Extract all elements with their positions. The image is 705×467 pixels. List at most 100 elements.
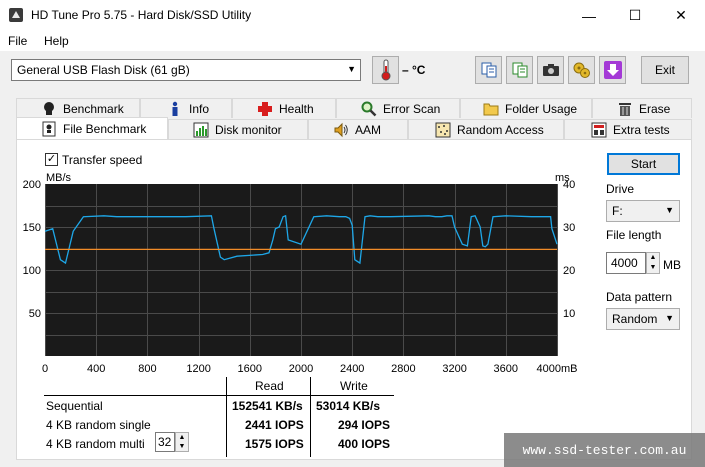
drive-select-value: General USB Flash Disk (61 gB): [17, 63, 190, 77]
data-pattern-label: Data pattern: [606, 290, 673, 304]
maximize-button[interactable]: ☐: [612, 0, 658, 31]
drive-select[interactable]: General USB Flash Disk (61 gB) ▼: [11, 59, 361, 81]
extra-tests-icon: [591, 122, 607, 138]
tab-extra-tests[interactable]: Extra tests: [564, 119, 692, 139]
col-write-header: Write: [340, 379, 368, 393]
trash-icon: [617, 101, 633, 117]
transfer-speed-label: Transfer speed: [62, 153, 143, 167]
row-sequential-write: 53014 KB/s: [316, 399, 381, 413]
tab-label: Extra tests: [613, 122, 670, 137]
file-length-label: File length: [606, 228, 662, 242]
tab-label: Erase: [639, 101, 671, 116]
close-icon: ✕: [675, 7, 687, 23]
tab-label: Error Scan: [383, 101, 441, 116]
exit-button[interactable]: Exit: [641, 56, 689, 84]
menu-help[interactable]: Help: [44, 34, 69, 48]
tab-folder-usage[interactable]: Folder Usage: [460, 98, 592, 118]
download-arrow-icon: [603, 61, 622, 79]
random-dots-icon: [435, 122, 451, 138]
row-sequential-label: Sequential: [46, 399, 103, 413]
menu-bar: File Help: [0, 31, 705, 52]
file-length-input[interactable]: 4000: [606, 252, 646, 274]
minimize-icon: —: [582, 7, 596, 24]
copy-all-button[interactable]: [506, 56, 533, 84]
tab-label: Random Access: [457, 122, 544, 137]
x-tick-label: 3600: [494, 363, 518, 375]
temperature-readout: – °C: [402, 63, 426, 77]
document-copy-icon: [512, 62, 527, 78]
row-4k-multi-read: 1575 IOPS: [245, 437, 304, 451]
lightbulb-icon: [41, 101, 57, 117]
stepper-down-icon: ▼: [649, 264, 657, 271]
x-tick-label: 800: [138, 363, 156, 375]
tab-label: Info: [189, 101, 210, 116]
tab-label: File Benchmark: [63, 121, 147, 136]
x-tick-label: 2000: [289, 363, 313, 375]
row-4k-single-read: 2441 IOPS: [245, 418, 304, 432]
speaker-icon: [333, 122, 349, 138]
chevron-down-icon: ▼: [665, 205, 674, 215]
start-button[interactable]: Start: [607, 153, 680, 175]
tab-info[interactable]: Info: [140, 98, 232, 118]
copy-info-button[interactable]: [475, 56, 502, 84]
row-4k-multi-write: 400 IOPS: [338, 437, 391, 451]
benchmark-chart: 50 100 150 200 10 20 30 40 MB/s ms 0 400 800 1200 1600…: [23, 172, 578, 375]
tab-health[interactable]: Health: [232, 98, 336, 118]
queue-depth-stepper[interactable]: ▲ ▼: [175, 432, 189, 452]
magnifier-icon: [361, 101, 377, 117]
menu-file[interactable]: File: [8, 34, 28, 48]
transfer-speed-line: [44, 214, 558, 265]
row-4k-multi-label: 4 KB random multi: [46, 437, 145, 451]
col-read-header: Read: [255, 379, 284, 393]
y-right-tick-label: 20: [563, 265, 575, 277]
tab-benchmark[interactable]: Benchmark: [16, 98, 140, 118]
x-tick-label: 2400: [340, 363, 364, 375]
settings-icon: [573, 62, 590, 78]
x-tick-label: 1200: [186, 363, 210, 375]
y-left-tick-label: 100: [23, 265, 41, 277]
x-tick-label: 3200: [442, 363, 466, 375]
tab-random-access[interactable]: Random Access: [408, 119, 564, 139]
tab-error-scan[interactable]: Error Scan: [336, 98, 460, 118]
watermark: www.ssd-tester.com.au: [504, 433, 705, 467]
screenshot-button[interactable]: [537, 56, 564, 84]
y-left-tick-label: 50: [29, 308, 41, 320]
y-right-tick-label: 10: [563, 308, 575, 320]
tab-disk-monitor[interactable]: Disk monitor: [168, 119, 308, 139]
results-header-divider: [44, 395, 394, 396]
y-left-tick-label: 200: [23, 179, 41, 191]
tab-label: Health: [279, 101, 314, 116]
health-cross-icon: [257, 101, 273, 117]
tab-label: Disk monitor: [215, 122, 282, 137]
x-tick-label: 0: [42, 363, 48, 375]
row-4k-single-write: 294 IOPS: [338, 418, 391, 432]
y-left-unit: MB/s: [46, 172, 72, 184]
minimize-button[interactable]: —: [566, 0, 612, 31]
tab-aam[interactable]: AAM: [308, 119, 408, 139]
x-tick-label: 1600: [238, 363, 262, 375]
y-right-tick-label: 40: [563, 179, 575, 191]
close-button[interactable]: ✕: [658, 0, 704, 31]
file-length-stepper[interactable]: ▲ ▼: [646, 252, 660, 274]
queue-depth-input[interactable]: 32: [155, 432, 175, 452]
tab-label: AAM: [355, 122, 382, 137]
chevron-down-icon: ▼: [347, 64, 356, 74]
window-title: HD Tune Pro 5.75 - Hard Disk/SSD Utility: [31, 8, 252, 22]
save-button[interactable]: [599, 56, 626, 84]
copy-icon: [481, 62, 496, 78]
drive-label: Drive: [606, 182, 635, 196]
tab-erase[interactable]: Erase: [592, 98, 692, 118]
results-divider: [226, 377, 227, 457]
y-right-tick-label: 30: [563, 222, 575, 234]
x-tick-label: 400: [87, 363, 105, 375]
temperature-button[interactable]: [372, 56, 399, 84]
options-button[interactable]: [568, 56, 595, 84]
file-length-unit: MB: [663, 258, 681, 272]
bar-chart-icon: [193, 122, 209, 138]
chevron-down-icon: ▼: [665, 313, 674, 323]
transfer-speed-checkbox[interactable]: ✓: [45, 153, 58, 166]
data-pattern-combo[interactable]: Random ▼: [606, 308, 680, 330]
tab-file-benchmark[interactable]: File Benchmark: [16, 117, 168, 139]
x-tick-label: 4000mB: [537, 363, 578, 375]
drive-combo[interactable]: F: ▼: [606, 200, 680, 222]
